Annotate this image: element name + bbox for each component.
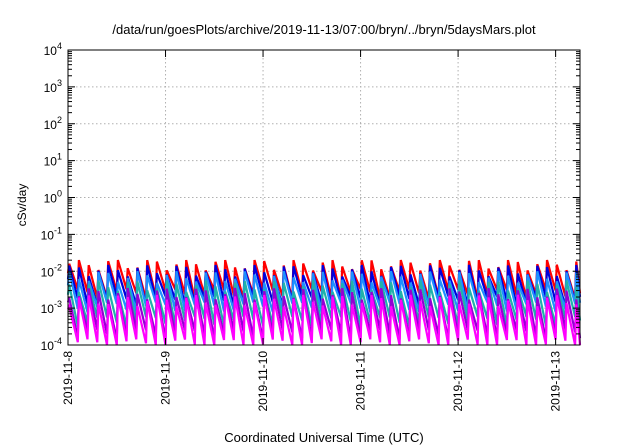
y-tick-label: 101 [44,152,62,169]
y-tick-label: 102 [44,115,62,132]
x-axis-label: Coordinated Universal Time (UTC) [224,430,423,445]
y-tick-label: 103 [44,78,62,95]
x-tick-label: 2019-11-9 [159,351,173,405]
y-tick-label: 104 [44,41,62,58]
y-axis-label: cSv/day [15,184,29,227]
y-tick-label: 10-4 [41,336,62,353]
y-axis: 10-4 10-3 10-2 10-1 100 101 102 103 104 [41,41,580,353]
y-tick-label: 10-2 [41,262,62,279]
x-tick-label: 2019-11-8 [61,351,75,405]
x-tick-label: 2019-11-12 [451,351,465,412]
series-line [66,294,582,346]
x-tick-label: 2019-11-10 [256,351,270,412]
y-tick-label: 100 [44,189,62,206]
x-tick-label: 2019-11-11 [354,351,368,411]
x-axis: 2019-11-8 2019-11-9 2019-11-10 2019-11-11 20… [61,50,563,412]
y-tick-label: 10-3 [41,299,62,316]
series-group [66,259,582,346]
chart-title: /data/run/goesPlots/archive/2019-11-13/0… [112,22,536,37]
x-tick-label: 2019-11-13 [549,351,563,412]
y-tick-label: 10-1 [41,225,62,242]
